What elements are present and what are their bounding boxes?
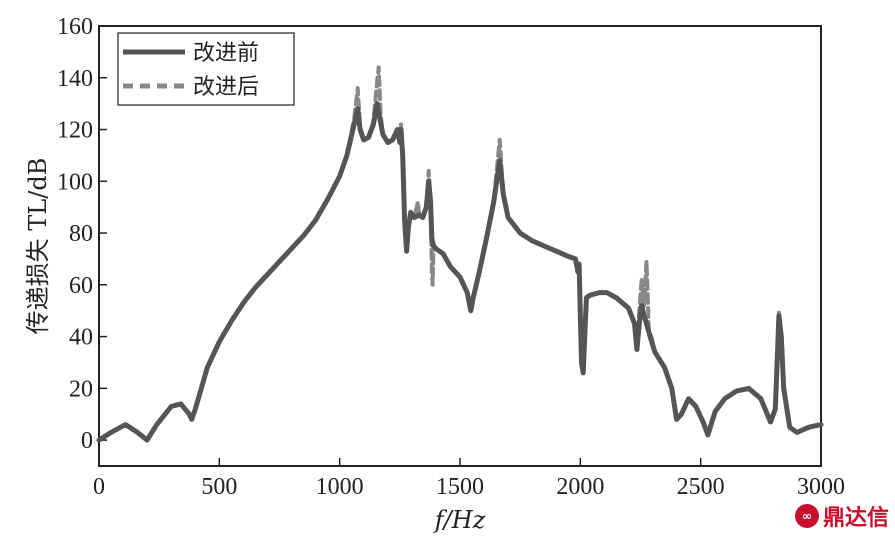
series-line-before bbox=[96, 101, 824, 443]
x-tick-label: 3000 bbox=[797, 474, 845, 500]
legend: 改进前 改进后 bbox=[117, 32, 295, 106]
y-tick-label: 100 bbox=[57, 169, 93, 195]
x-tick-label: 0 bbox=[93, 474, 105, 500]
y-tick-label: 160 bbox=[57, 14, 93, 40]
y-tick-label: 20 bbox=[69, 376, 93, 402]
y-tick-label: 40 bbox=[69, 325, 93, 351]
legend-label-series-2: 改进后 bbox=[193, 75, 259, 100]
watermark-text: 鼎达信 bbox=[822, 506, 889, 531]
legend-label-series-1: 改进前 bbox=[193, 41, 259, 66]
y-axis-label: 传递损失 TL/dB bbox=[24, 158, 52, 335]
x-axis-label: f/Hz bbox=[433, 506, 486, 534]
x-tick-label: 1500 bbox=[436, 474, 484, 500]
watermark: ∞ 鼎达信 bbox=[794, 500, 889, 532]
x-tick-label: 500 bbox=[201, 474, 237, 500]
legend-box bbox=[117, 32, 295, 106]
y-tick-label: 80 bbox=[69, 221, 93, 247]
y-tick-label: 60 bbox=[69, 273, 93, 299]
x-tick-label: 1000 bbox=[316, 474, 364, 500]
x-tick-label: 2000 bbox=[556, 474, 604, 500]
y-tick-label: 0 bbox=[81, 428, 93, 454]
watermark-logo-icon: ∞ bbox=[794, 504, 819, 528]
x-tick-label: 2500 bbox=[677, 474, 725, 500]
series-layer bbox=[96, 65, 824, 443]
series-line-after bbox=[97, 65, 823, 443]
axis-ticks: 0 500 1000 1500 2000 2500 3000 0 20 40 60 80 100 120 1… bbox=[57, 14, 845, 500]
y-tick-label: 120 bbox=[57, 118, 93, 144]
y-tick-label: 140 bbox=[57, 66, 93, 92]
